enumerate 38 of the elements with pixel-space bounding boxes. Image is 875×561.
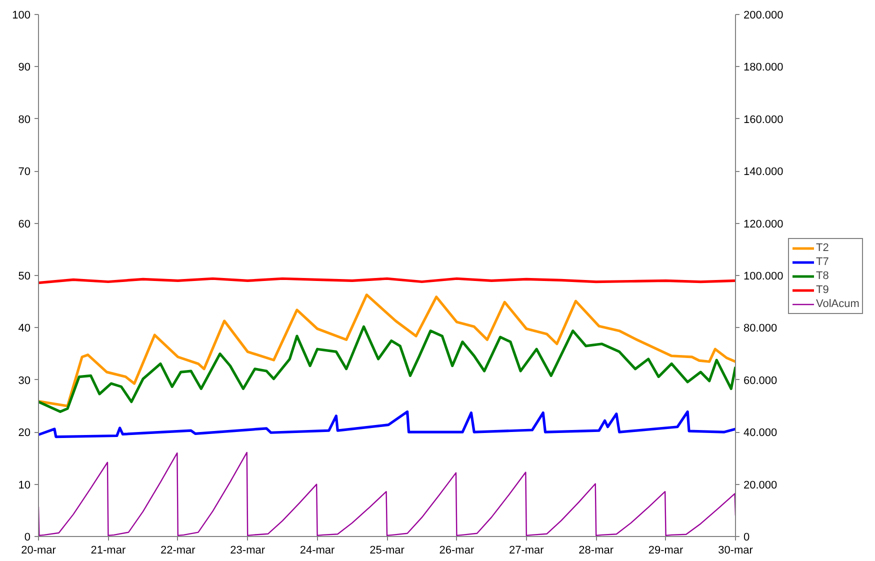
- x-tick-label: 26-mar: [439, 544, 474, 556]
- x-tick-label: 28-mar: [578, 544, 614, 556]
- x-tick-label: 23-mar: [230, 544, 266, 556]
- y-tick-label: 90: [18, 62, 31, 74]
- legend-label: VolAcum: [816, 298, 860, 310]
- x-tick-label: 27-mar: [508, 544, 544, 556]
- y-tick-label: 0: [24, 532, 31, 544]
- y2-tick-label: 140.000: [744, 166, 784, 178]
- y2-tick-label: 0: [744, 532, 750, 544]
- y-tick-label: 100: [12, 10, 31, 22]
- y-tick-label: 10: [18, 479, 31, 492]
- y2-tick-label: 180.000: [744, 62, 784, 74]
- x-tick-label: 20-mar: [21, 544, 56, 556]
- y-tick-label: 80: [18, 114, 31, 126]
- legend-label: T9: [816, 284, 830, 296]
- x-tick-label: 21-mar: [90, 544, 126, 556]
- y2-tick-label: 40.000: [744, 427, 778, 440]
- y-tick-label: 20: [18, 427, 31, 440]
- y2-tick-label: 120.000: [744, 218, 784, 230]
- legend-label: T2: [816, 242, 830, 254]
- x-tick-label: 30-mar: [718, 544, 754, 556]
- legend-label: T8: [816, 270, 830, 282]
- y2-tick-label: 160.000: [744, 114, 784, 126]
- y2-tick-label: 60.000: [744, 374, 778, 387]
- y2-tick-label: 80.000: [744, 322, 778, 335]
- y-tick-label: 60: [18, 218, 31, 230]
- y2-tick-label: 20.000: [744, 479, 778, 492]
- legend-label: T7: [816, 256, 830, 268]
- y-tick-label: 50: [18, 270, 31, 282]
- x-tick-label: 24-mar: [300, 544, 336, 556]
- x-tick-label: 25-mar: [370, 544, 405, 556]
- x-tick-label: 29-mar: [648, 544, 684, 556]
- y2-tick-label: 200.000: [744, 10, 784, 22]
- y-tick-label: 30: [18, 374, 31, 387]
- y-tick-label: 40: [18, 322, 31, 335]
- x-tick-label: 22-mar: [160, 544, 196, 556]
- y2-tick-label: 100.000: [744, 270, 784, 282]
- y-tick-label: 70: [18, 166, 31, 178]
